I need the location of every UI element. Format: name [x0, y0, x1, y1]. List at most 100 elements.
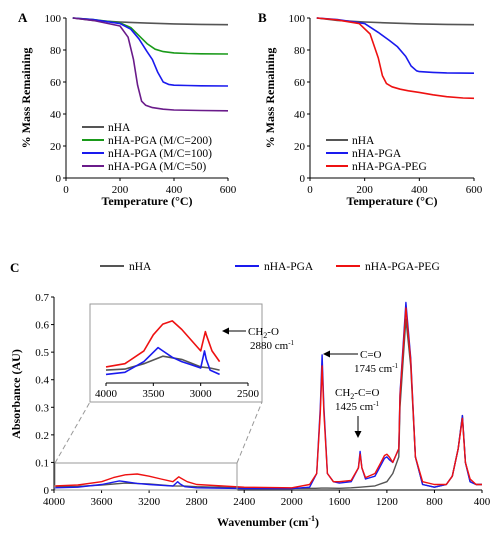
svg-text:CH2-C=O: CH2-C=O — [335, 387, 379, 401]
panel-a-x-ticks: 0 200 400 600 — [63, 178, 237, 196]
svg-text:1425 cm-1: 1425 cm-1 — [335, 400, 380, 413]
pC-xtick-label: 2000 — [281, 496, 304, 508]
inset-series-line-2 — [105, 320, 221, 368]
panel-b-x-ticks: 0 200 400 600 — [307, 178, 483, 196]
panel-c-x-axis-superscript: -1 — [308, 514, 315, 523]
pA-series-line-3 — [72, 17, 229, 112]
pC-ytick-label: 0 — [44, 485, 50, 497]
panel-c-label: C — [10, 260, 19, 275]
annotation-ch2co-value: 1425 cm — [335, 401, 374, 413]
pC-xtick-label: 3200 — [138, 496, 161, 508]
panel-c-y-ticks: 0 0.1 0.2 0.3 0.4 0.5 0.6 0.7 — [35, 292, 54, 497]
pC-xtick-label: 4000 — [43, 496, 66, 508]
pA-legend-label-3: nHA-PGA (M/C=50) — [108, 161, 206, 173]
pB-ytick-label: 80 — [294, 45, 306, 57]
annotation-co: C=O 1745 cm-1 — [323, 349, 399, 375]
panel-c-y-axis-label: Absorbance (AU) — [9, 349, 23, 439]
pA-ytick-label: 60 — [50, 77, 62, 89]
pC-legend-label-0: nHA — [129, 261, 152, 273]
pB-series-line-0 — [316, 17, 475, 26]
annotation-ch2co: CH2-C=O 1425 cm-1 — [335, 387, 380, 438]
panel-a-label: A — [18, 10, 28, 25]
annotation-ch2o-label: CH — [248, 326, 263, 338]
pA-xtick-label: 400 — [166, 184, 183, 196]
inset-x-ticks: 4000 3500 3000 2500 — [95, 383, 260, 400]
panel-a-y-ticks: 0 20 40 60 80 100 — [45, 13, 66, 185]
pC-xtick-label: 2400 — [233, 496, 256, 508]
pB-xtick-label: 600 — [466, 184, 483, 196]
panel-b-series — [316, 17, 475, 100]
svg-text:2880 cm-1: 2880 cm-1 — [250, 339, 295, 352]
pC-xtick-label: 400 — [474, 496, 491, 508]
pA-ytick-label: 80 — [50, 45, 62, 57]
pB-ytick-label: 100 — [289, 13, 306, 25]
panel-a-chart: 0 20 40 60 80 100 0 200 400 600 Temperature (°C)… — [19, 13, 237, 208]
inset-xtick-label: 2500 — [237, 388, 260, 400]
panel-a-y-axis-label: % Mass Remaining — [19, 48, 33, 149]
inset-source-region — [54, 462, 238, 491]
inset-series — [105, 320, 221, 376]
pA-series-line-2 — [72, 17, 229, 87]
panel-b-y-ticks: 0 20 40 60 80 100 — [289, 13, 310, 185]
pA-legend-label-2: nHA-PGA (M/C=100) — [108, 148, 212, 160]
panel-c-chart: nHA nHA-PGA nHA-PGA-PEG 0 0.1 0.2 0.3 0.4 0.5 0.… — [9, 261, 491, 529]
pB-ytick-label: 60 — [294, 77, 306, 89]
pA-xtick-label: 600 — [220, 184, 237, 196]
panel-a-series — [72, 17, 229, 112]
annotation-ch2o: CH2-O 2880 cm-1 — [222, 326, 295, 352]
pC-legend-label-2: nHA-PGA-PEG — [365, 261, 440, 273]
pC-xtick-label: 2800 — [186, 496, 209, 508]
panel-b-x-axis-label: Temperature (°C) — [346, 194, 437, 208]
inset-xtick-label: 3500 — [142, 388, 165, 400]
pC-ytick-label: 0.4 — [35, 375, 49, 387]
pB-legend-label-1: nHA-PGA — [352, 148, 402, 160]
pA-ytick-label: 0 — [56, 173, 62, 185]
panel-c-series — [53, 301, 482, 490]
pC-ytick-label: 0.6 — [35, 320, 49, 332]
pC-ytick-label: 0.7 — [35, 292, 49, 304]
pA-xtick-label: 200 — [112, 184, 129, 196]
pA-ytick-label: 20 — [50, 141, 62, 153]
panel-c-legend: nHA nHA-PGA nHA-PGA-PEG — [100, 261, 440, 273]
pA-ytick-label: 100 — [45, 13, 62, 25]
panel-c-x-axis-label-text: Wavenumber (cm — [217, 515, 308, 529]
pC-ytick-label: 0.5 — [35, 347, 49, 359]
inset-xtick-label: 3000 — [190, 388, 213, 400]
pA-xtick-label: 0 — [63, 184, 69, 196]
pC-ytick-label: 0.3 — [35, 402, 49, 414]
pB-legend-label-2: nHA-PGA-PEG — [352, 161, 427, 173]
panel-b-label: B — [258, 10, 267, 25]
pB-ytick-label: 40 — [294, 109, 306, 121]
pC-ytick-label: 0.1 — [35, 457, 49, 469]
panel-c-x-axis-label: Wavenumber (cm-1) — [217, 514, 319, 529]
inset-connector-left — [54, 401, 91, 464]
annotation-co-value: 1745 cm — [354, 363, 393, 375]
pB-ytick-label: 0 — [300, 173, 306, 185]
inset-series-line-1 — [105, 346, 220, 376]
pB-ytick-label: 20 — [294, 141, 306, 153]
pA-legend-label-0: nHA — [108, 122, 131, 134]
inset-connector-right — [236, 401, 263, 464]
inset-chart: 4000 3500 3000 2500 — [89, 303, 263, 403]
pB-series-line-1 — [316, 17, 475, 74]
svg-text:CH2-O: CH2-O — [248, 326, 279, 340]
panel-b-chart: 0 20 40 60 80 100 0 200 400 600 Temperature (°C)… — [263, 13, 483, 208]
pB-series-line-2 — [316, 17, 475, 100]
svg-text:1745 cm-1: 1745 cm-1 — [354, 362, 399, 375]
annotation-ch2co-label: CH — [335, 387, 350, 399]
pA-legend-label-1: nHA-PGA (M/C=200) — [108, 135, 212, 147]
panel-a-x-axis-label: Temperature (°C) — [101, 194, 192, 208]
pC-series-line-2 — [53, 307, 482, 489]
pC-xtick-label: 3600 — [91, 496, 114, 508]
pB-legend-label-0: nHA — [352, 135, 375, 147]
pC-xtick-label: 1600 — [328, 496, 351, 508]
pB-xtick-label: 200 — [356, 184, 373, 196]
panel-c-x-ticks: 4000 3600 3200 2800 2400 2000 1600 1200 800 400 — [43, 490, 491, 508]
pC-legend-label-1: nHA-PGA — [264, 261, 314, 273]
annotation-co-label: C=O — [360, 349, 382, 361]
panel-c-x-axis-label-close: ) — [315, 515, 319, 529]
annotation-ch2o-value: 2880 cm — [250, 340, 289, 352]
pA-ytick-label: 40 — [50, 109, 62, 121]
